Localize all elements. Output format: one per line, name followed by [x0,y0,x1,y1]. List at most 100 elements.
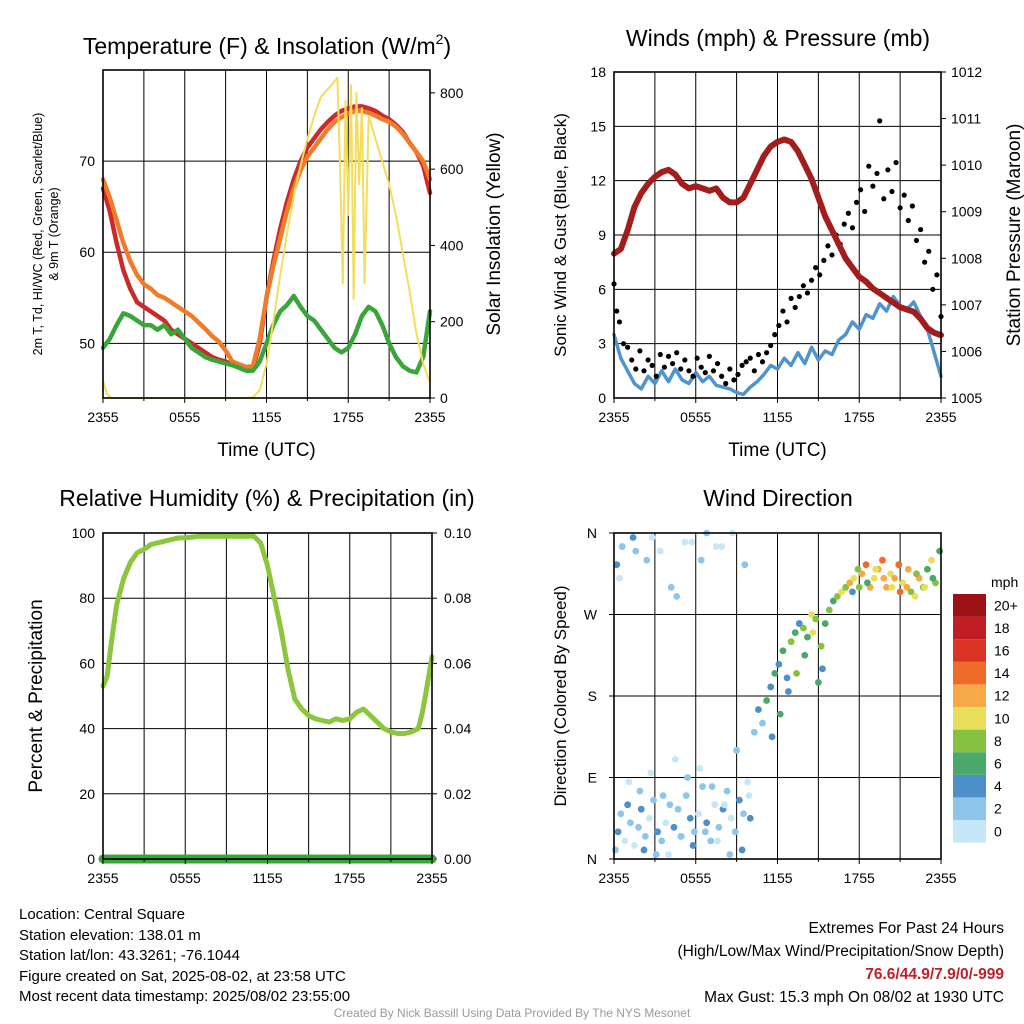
direction-point [740,810,747,818]
y2-tick-label: 200 [440,314,464,330]
gust-point [690,373,696,379]
y2-tick-label: 1009 [951,204,982,220]
y-axis-label: 2m T, Td, HI/WC (Red, Green, Scarlet/Blu… [31,113,45,356]
legend-label: 8 [994,733,1002,749]
gust-point [768,342,774,349]
gust-point [829,252,835,258]
x-tick-label: 2355 [598,409,629,425]
gust-point [657,351,663,358]
y-tick-label: 12 [590,173,606,189]
x-tick-label: 0555 [680,870,711,886]
info-elevation: Station elevation: 138.01 m [19,926,201,944]
direction-point [738,846,746,854]
gust-point [686,368,692,374]
gust-point [825,243,831,249]
gust-point [862,208,868,215]
direction-point [643,556,651,564]
direction-point [791,629,799,637]
gust-point [817,272,823,278]
gust-point [719,373,725,379]
direction-point [640,846,648,854]
direction-point [750,728,758,736]
y2-axis-label: Station Pressure (Maroon) [1004,124,1024,347]
direction-point [697,556,705,564]
gust-point [870,183,876,189]
direction-point [666,801,674,809]
direction-point [896,588,904,596]
legend-swatch [953,797,986,820]
gust-point [821,257,827,263]
direction-point [759,719,766,727]
y-tick-label: N [587,851,597,867]
gust-point [901,192,907,198]
legend-label: 10 [994,710,1010,726]
legend-swatch [953,707,986,730]
extremes-info: Extremes For Past 24 Hours (High/Low/Max… [678,917,1005,1009]
gust-point [751,368,757,374]
x-tick-label: 1755 [333,409,364,425]
y-tick-label: 20 [79,786,95,802]
y-tick-label: 40 [79,721,95,737]
x-axis-label: Time (UTC) [728,440,827,461]
direction-point [699,783,706,790]
y2-axis-label: Solar Insolation (Yellow) [484,132,505,335]
gust-point [633,366,639,372]
direction-point [776,710,784,718]
direction-point [849,588,856,596]
gust-point [813,265,819,271]
gust-point [616,319,623,325]
direction-point [855,583,863,591]
direction-point [745,792,753,800]
gust-point [796,293,802,300]
y2-tick-label: 0.06 [444,655,471,671]
gust-point [853,199,860,205]
y2-tick-label: 800 [440,85,464,101]
direction-point [891,574,899,582]
direction-point [673,592,681,600]
direction-point [923,565,931,573]
gust-point [845,210,851,216]
x-tick-label: 1155 [762,409,792,425]
direction-point [936,547,944,555]
gust-point [698,364,704,370]
legend-label: 6 [994,756,1002,772]
legend-label: 2 [994,801,1002,817]
direction-point [658,837,666,845]
direction-point [646,814,653,822]
direction-point [621,837,629,845]
direction-point [895,561,903,569]
pressure-line [611,136,944,339]
y2-tick-label: 0.02 [444,786,471,802]
direction-point [670,823,678,831]
gust-point [913,237,920,244]
direction-point [744,778,751,786]
direction-point [631,842,638,849]
gust-point [674,350,680,356]
credit-text: Created By Nick Bassill Using Data Provi… [333,1006,691,1020]
humidity-chart: 0 20 40 60 80 100 0.00 0.02 0.04 0.06 0.08 0.10 2355… [26,485,475,886]
gust-point [917,226,924,233]
y-axis-label: Percent & Precipitation [26,599,47,792]
legend-label: 20+ [994,597,1018,613]
direction-point [771,669,779,677]
direction-point [928,556,935,564]
direction-point [787,638,795,646]
gust-point [877,118,883,124]
direction-point [911,592,919,600]
direction-point [862,561,870,569]
direction-point [887,570,894,578]
direction-point [671,755,679,763]
gust-point [885,167,891,173]
y-tick-label: N [587,525,597,541]
gust-point [808,277,815,283]
temperature-chart: 50 60 70 0 200 400 600 800 2355 0555 1155 1755 2355 T… [31,31,505,461]
x-tick-label: 1155 [252,870,282,886]
direction-point [904,565,912,573]
direction-point [701,828,709,836]
direction-point [626,819,634,827]
direction-point [689,842,697,849]
direction-point [662,819,670,827]
gust-point [694,355,700,361]
direction-point [834,592,841,600]
